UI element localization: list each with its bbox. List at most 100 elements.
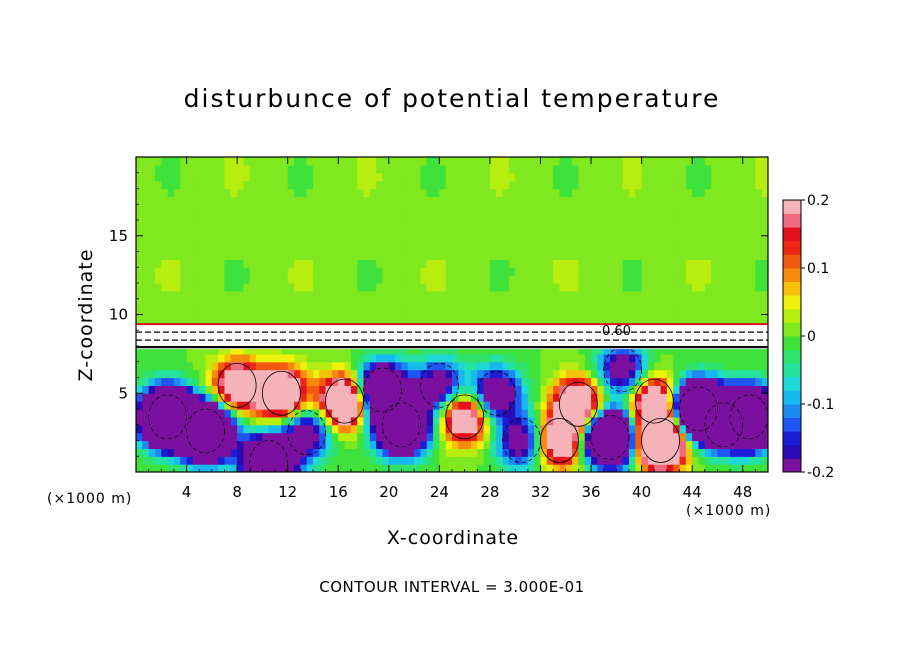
- field-cell: [610, 377, 617, 386]
- field-cell: [148, 361, 156, 371]
- field-cell: [186, 464, 194, 472]
- field-cell: [338, 432, 346, 442]
- field-cell: [192, 346, 200, 355]
- field-cell: [306, 416, 314, 426]
- field-cell: [584, 212, 592, 221]
- field-cell: [180, 172, 188, 182]
- field-cell: [489, 180, 497, 190]
- field-cell: [312, 172, 320, 182]
- field-cell: [717, 243, 725, 253]
- field-cell: [704, 377, 712, 386]
- field-cell: [515, 424, 523, 434]
- field-cell: [660, 409, 668, 418]
- field-cell: [173, 235, 181, 245]
- contour-line: [148, 394, 188, 440]
- field-cell: [319, 346, 327, 355]
- field-cell: [641, 456, 649, 465]
- field-cell: [211, 409, 219, 418]
- field-cell: [692, 298, 700, 308]
- field-cell: [578, 409, 586, 418]
- field-cell: [363, 416, 371, 426]
- field-cell: [591, 235, 598, 245]
- field-cell: [401, 369, 409, 379]
- field-cell: [243, 314, 251, 323]
- field-cell: [388, 204, 396, 213]
- field-cell: [698, 314, 706, 323]
- field-cell: [489, 220, 497, 229]
- field-cell: [249, 377, 257, 386]
- field-cell: [237, 448, 245, 457]
- field-cell: [502, 227, 510, 237]
- field-cell: [312, 180, 320, 190]
- field-cell: [205, 283, 213, 292]
- field-cell: [167, 227, 175, 237]
- field-cell: [660, 243, 668, 253]
- field-cell: [616, 377, 624, 386]
- field-cell: [148, 353, 156, 363]
- field-cell: [515, 377, 523, 386]
- field-cell: [673, 416, 681, 426]
- field-cell: [521, 220, 529, 229]
- field-cell: [470, 401, 478, 410]
- field-cell: [515, 212, 523, 221]
- field-cell: [268, 456, 276, 465]
- field-cell: [452, 188, 459, 197]
- field-cell: [249, 346, 257, 355]
- field-cell: [742, 346, 750, 355]
- field-cell: [186, 440, 194, 449]
- field-cell: [426, 196, 434, 205]
- field-cell: [704, 164, 712, 174]
- field-cell: [287, 306, 295, 316]
- field-cell: [591, 188, 598, 197]
- field-cell: [749, 440, 756, 449]
- field-cell: [470, 440, 478, 449]
- field-cell: [616, 196, 624, 205]
- field-cell: [742, 385, 750, 394]
- field-cell: [489, 409, 497, 418]
- field-cell: [628, 188, 636, 197]
- field-cell: [572, 393, 579, 402]
- field-cell: [357, 440, 365, 449]
- field-cell: [148, 409, 156, 418]
- field-cell: [426, 385, 434, 394]
- field-cell: [723, 251, 731, 260]
- field-cell: [685, 306, 693, 316]
- field-cell: [161, 188, 169, 197]
- field-cell: [369, 259, 377, 268]
- field-cell: [161, 267, 169, 276]
- field-cell: [211, 164, 219, 174]
- field-cell: [363, 267, 371, 276]
- field-cell: [654, 251, 662, 260]
- field-cell: [565, 157, 573, 166]
- chart-title: disturbunce of potential temperature: [183, 84, 721, 113]
- field-cell: [698, 361, 706, 371]
- field-cell: [553, 393, 561, 402]
- field-cell: [578, 424, 586, 434]
- field-cell: [357, 456, 365, 465]
- field-cell: [445, 448, 453, 457]
- field-cell: [420, 283, 428, 292]
- field-cell: [154, 440, 162, 449]
- field-cell: [521, 306, 529, 316]
- field-cell: [357, 235, 365, 245]
- field-cell: [224, 353, 232, 363]
- field-cell: [749, 180, 756, 190]
- field-cell: [597, 314, 605, 323]
- field-cell: [262, 456, 270, 465]
- field-cell: [546, 235, 554, 245]
- field-cell: [711, 298, 719, 308]
- field-cell: [452, 227, 459, 237]
- field-cell: [376, 157, 384, 166]
- field-cell: [711, 157, 719, 166]
- field-cell: [717, 464, 725, 472]
- field-cell: [401, 283, 409, 292]
- field-cell: [281, 456, 289, 465]
- field-cell: [527, 306, 535, 316]
- field-cell: [515, 432, 523, 442]
- field-cell: [603, 188, 611, 197]
- field-cell: [401, 440, 409, 449]
- field-cell: [711, 361, 719, 371]
- field-cell: [395, 409, 403, 418]
- field-cell: [180, 401, 188, 410]
- field-cell: [496, 377, 504, 386]
